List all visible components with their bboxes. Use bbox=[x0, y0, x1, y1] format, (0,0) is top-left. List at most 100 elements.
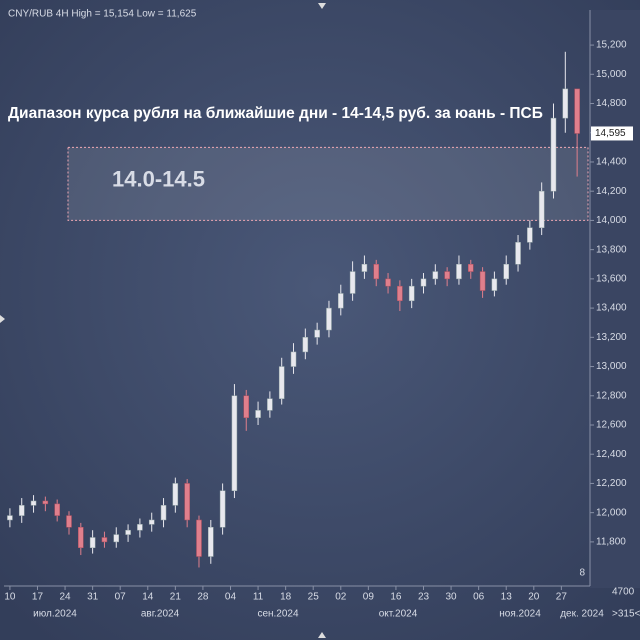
candle-body bbox=[290, 351, 297, 367]
y-tick-label: 15,200 bbox=[596, 40, 627, 51]
chart-title: Диапазон курса рубля на ближайшие дни - … bbox=[8, 105, 543, 122]
candle-body bbox=[385, 278, 391, 287]
candle-body bbox=[278, 366, 285, 399]
candle-body bbox=[172, 483, 179, 506]
y-tick-label: 13,800 bbox=[596, 244, 627, 255]
x-tick-label: 02 bbox=[335, 592, 347, 603]
x-tick-label: 11 bbox=[253, 592, 264, 603]
x-tick-label: 21 bbox=[170, 592, 182, 603]
candle-body bbox=[78, 527, 84, 548]
x-tick-label: 13 bbox=[501, 592, 513, 603]
y-tick-label: 14,800 bbox=[596, 98, 627, 109]
x-tick-label: 14 bbox=[142, 592, 154, 603]
candle-body bbox=[397, 285, 403, 302]
candle-body bbox=[160, 505, 167, 521]
y-tick-label: 13,000 bbox=[596, 361, 627, 372]
candle-body bbox=[219, 490, 226, 528]
candle-body bbox=[18, 505, 25, 516]
candle-body bbox=[527, 227, 533, 243]
y-tick-label: 14,200 bbox=[596, 186, 627, 197]
candle-body bbox=[101, 537, 108, 543]
x-tick-label: 17 bbox=[32, 592, 44, 603]
x-tick-label: 18 bbox=[280, 592, 292, 603]
candle-body bbox=[314, 329, 320, 338]
candle-body bbox=[562, 88, 569, 119]
y-tick-label: 12,800 bbox=[596, 390, 627, 401]
candle-body bbox=[574, 88, 580, 134]
candle-body bbox=[491, 278, 498, 291]
candle-body bbox=[125, 529, 131, 535]
y-tick-label: 12,600 bbox=[596, 420, 627, 431]
candle-body bbox=[89, 537, 96, 548]
candle-body bbox=[550, 117, 557, 192]
candle-body bbox=[515, 242, 521, 265]
candle-body bbox=[408, 285, 415, 302]
x-tick-label: 28 bbox=[197, 592, 209, 603]
candle-body bbox=[373, 264, 379, 280]
annotation: 4700 bbox=[612, 587, 635, 598]
candle-body bbox=[538, 190, 545, 228]
x-tick-label: 16 bbox=[390, 592, 402, 603]
candle-body bbox=[113, 534, 120, 543]
candle-body bbox=[208, 527, 214, 557]
x-tick-label: 20 bbox=[528, 592, 540, 603]
x-tick-label: 25 bbox=[308, 592, 320, 603]
y-tick-label: 14,400 bbox=[596, 157, 627, 168]
y-tick-label: 12,400 bbox=[596, 449, 627, 460]
candle-body bbox=[361, 264, 368, 272]
candle-body bbox=[7, 515, 13, 521]
y-tick-label: 13,200 bbox=[596, 332, 627, 343]
candle-body bbox=[338, 293, 344, 309]
x-tick-label: 30 bbox=[446, 592, 458, 603]
x-tick-label: 27 bbox=[556, 592, 568, 603]
candle-body bbox=[444, 271, 450, 280]
candle-body bbox=[42, 500, 49, 505]
symbol-info: CNY/RUB 4H High = 15,154 Low = 11,625 bbox=[8, 9, 197, 20]
month-label: сен.2024 bbox=[257, 609, 299, 620]
x-tick-label: 24 bbox=[59, 592, 71, 603]
last-price-label: 14,595 bbox=[595, 128, 626, 139]
month-label: авг.2024 bbox=[141, 609, 180, 620]
candle-body bbox=[302, 337, 309, 353]
month-label: июл.2024 bbox=[33, 609, 77, 620]
y-tick-label: 12,200 bbox=[596, 478, 627, 489]
candle-body bbox=[231, 395, 238, 491]
candle-body bbox=[326, 307, 332, 331]
candle-body bbox=[349, 271, 356, 294]
candle-body bbox=[503, 264, 509, 280]
candle-body bbox=[184, 483, 190, 521]
last-price-box bbox=[591, 126, 633, 141]
candle-body bbox=[54, 503, 60, 516]
candle-body bbox=[196, 519, 202, 557]
x-tick-label: 06 bbox=[473, 592, 485, 603]
x-tick-label: 31 bbox=[87, 592, 99, 603]
range-box bbox=[67, 146, 589, 221]
candle-body bbox=[148, 519, 155, 525]
candle-body bbox=[432, 271, 439, 280]
y-tick-label: 15,000 bbox=[596, 69, 627, 80]
annotation: 8 bbox=[579, 568, 585, 579]
y-tick-label: 13,400 bbox=[596, 303, 627, 314]
month-label: окт.2024 bbox=[379, 609, 418, 620]
x-tick-label: 04 bbox=[225, 592, 237, 603]
x-tick-label: 07 bbox=[115, 592, 127, 603]
bottom-marker bbox=[318, 632, 326, 638]
y-tick-label: 14,000 bbox=[596, 215, 627, 226]
candle-body bbox=[420, 278, 427, 287]
left-marker bbox=[0, 315, 5, 323]
range-label: 14.0-14.5 bbox=[112, 167, 205, 192]
candle-body bbox=[255, 410, 261, 418]
candle-body bbox=[66, 515, 72, 528]
candle-body bbox=[468, 264, 474, 272]
candle-body bbox=[456, 264, 462, 280]
candle-body bbox=[267, 398, 273, 411]
candle-body bbox=[479, 271, 486, 291]
x-tick-label: 23 bbox=[418, 592, 430, 603]
y-tick-label: 12,000 bbox=[596, 507, 627, 518]
month-label: дек. 2024 bbox=[560, 609, 604, 620]
price-axis bbox=[590, 10, 640, 588]
y-tick-label: 13,600 bbox=[596, 274, 627, 285]
